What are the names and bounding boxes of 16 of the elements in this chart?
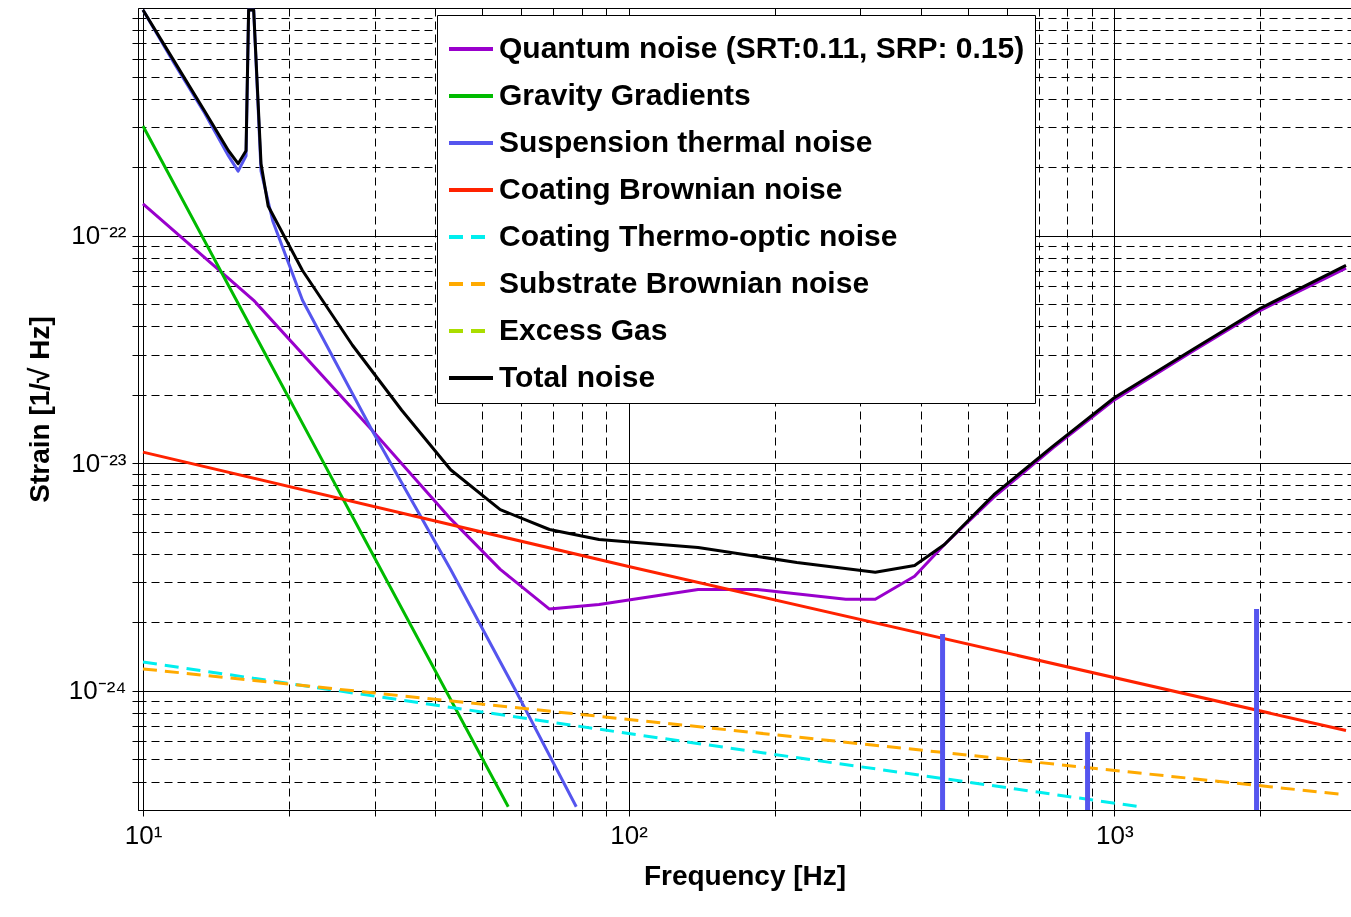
y-axis-title: Strain [1/√ Hz] [23,316,55,503]
legend-label: Suspension thermal noise [499,125,873,158]
legend-label: Quantum noise (SRT:0.11, SRP: 0.15) [499,31,1025,64]
legend-label: Total noise [499,360,656,393]
x-tick-label: 10² [610,819,649,850]
legend-label: Coating Thermo-optic noise [499,219,898,252]
x-axis-title: Frequency [Hz] [643,859,847,891]
x-tick-label: 10¹ [124,819,163,850]
y-tick-label: 10⁻²⁴ [68,675,127,706]
legend-label: Excess Gas [499,313,668,346]
y-tick-label: 10⁻²² [71,220,127,251]
y-tick-label: 10⁻²³ [71,447,127,478]
legend-label: Substrate Brownian noise [499,266,870,299]
legend-label: Gravity Gradients [499,78,751,111]
legend-label: Coating Brownian noise [499,172,843,205]
x-tick-label: 10³ [1096,819,1134,850]
